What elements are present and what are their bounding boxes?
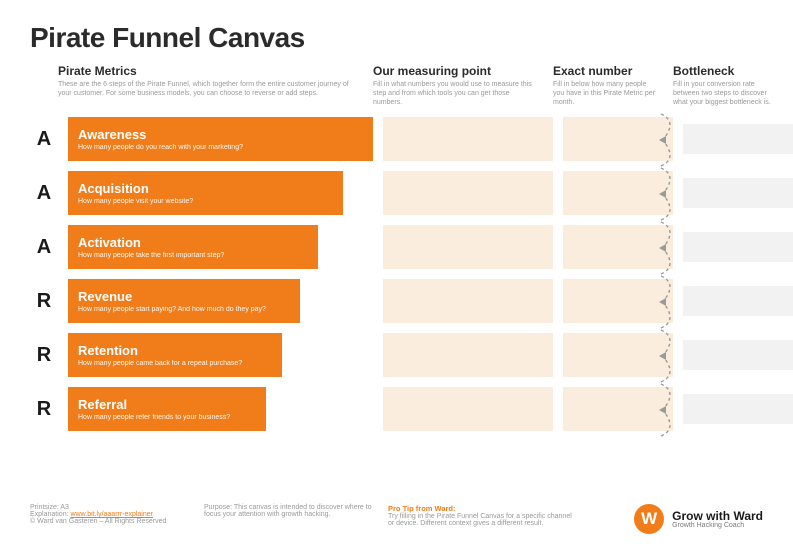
col-desc: Fill in below how many people you have i… [553, 81, 663, 107]
footer-meta: Printsize: A3 Explanation: www.bit.ly/aa… [30, 504, 190, 525]
bottleneck-cell[interactable] [683, 286, 793, 316]
step-letter: R [30, 290, 58, 313]
brand-text: Grow with Ward Growth Hacking Coach [672, 510, 763, 529]
purpose-label: Purpose: [204, 504, 232, 511]
funnel-row-awareness: A Awareness How many people do you reach… [30, 117, 763, 161]
col-exact-number: Exact number Fill in below how many peop… [553, 64, 663, 107]
funnel-rows: A Awareness How many people do you reach… [30, 117, 763, 431]
metric-question: How many people do you reach with your m… [78, 144, 363, 151]
col-desc: Fill in your conversion rate between two… [673, 81, 783, 107]
metric-question: How many people visit your website? [78, 198, 333, 205]
metric-bar-wrap: Acquisition How many people visit your w… [68, 171, 373, 215]
printsize-value: A3 [60, 504, 69, 511]
exact-number-cell[interactable] [563, 333, 673, 377]
metric-bar: Referral How many people refer friends t… [68, 387, 266, 431]
measuring-point-cell[interactable] [383, 333, 553, 377]
metric-question: How many people came back for a repeat p… [78, 360, 272, 367]
printsize-label: Printsize: [30, 504, 59, 511]
col-title: Pirate Metrics [58, 64, 363, 78]
measuring-point-cell[interactable] [383, 171, 553, 215]
footer-protip: Pro Tip from Ward: Try filling in the Pi… [388, 504, 579, 527]
brand-logo-icon: W [634, 504, 664, 534]
metric-bar-wrap: Activation How many people take the firs… [68, 225, 373, 269]
explanation-label: Explanation: [30, 511, 69, 518]
footer-purpose: Purpose: This canvas is intended to disc… [204, 504, 374, 518]
exact-number-cell[interactable] [563, 171, 673, 215]
col-desc: Fill in what numbers you would use to me… [373, 81, 543, 107]
exact-number-cell[interactable] [563, 387, 673, 431]
bottleneck-cell[interactable] [683, 394, 793, 424]
funnel-row-acquisition: A Acquisition How many people visit your… [30, 171, 763, 215]
footer: Printsize: A3 Explanation: www.bit.ly/aa… [30, 504, 763, 534]
col-pirate-metrics: Pirate Metrics These are the 6 steps of … [58, 64, 363, 107]
metric-bar-wrap: Revenue How many people start paying? An… [68, 279, 373, 323]
col-desc: These are the 6 steps of the Pirate Funn… [58, 81, 363, 99]
protip-title: Pro Tip from Ward: [388, 504, 579, 513]
metric-name: Retention [78, 344, 272, 358]
brand-tagline: Growth Hacking Coach [672, 522, 763, 529]
funnel-row-activation: A Activation How many people take the fi… [30, 225, 763, 269]
metric-bar: Awareness How many people do you reach w… [68, 117, 373, 161]
exact-number-cell[interactable] [563, 225, 673, 269]
explanation-link[interactable]: www.bit.ly/aaarrr-explainer [70, 511, 152, 518]
metric-name: Revenue [78, 290, 290, 304]
col-bottleneck: Bottleneck Fill in your conversion rate … [673, 64, 783, 107]
metric-question: How many people take the first important… [78, 252, 308, 259]
metric-bar-wrap: Referral How many people refer friends t… [68, 387, 373, 431]
measuring-point-cell[interactable] [383, 117, 553, 161]
exact-number-cell[interactable] [563, 279, 673, 323]
col-title: Bottleneck [673, 64, 783, 78]
metric-name: Awareness [78, 128, 363, 142]
brand-name: Grow with Ward [672, 510, 763, 522]
metric-bar-wrap: Retention How many people came back for … [68, 333, 373, 377]
funnel-row-retention: R Retention How many people came back fo… [30, 333, 763, 377]
metric-name: Acquisition [78, 182, 333, 196]
metric-question: How many people refer friends to your bu… [78, 414, 256, 421]
metric-name: Referral [78, 398, 256, 412]
brand: W Grow with Ward Growth Hacking Coach [593, 504, 763, 534]
metric-bar-wrap: Awareness How many people do you reach w… [68, 117, 373, 161]
funnel-row-revenue: R Revenue How many people start paying? … [30, 279, 763, 323]
bottleneck-cell[interactable] [683, 178, 793, 208]
bottleneck-cell[interactable] [683, 340, 793, 370]
copyright: © Ward van Gasteren – All Rights Reserve… [30, 518, 190, 525]
column-headers: Pirate Metrics These are the 6 steps of … [58, 64, 763, 107]
step-letter: A [30, 182, 58, 205]
metric-question: How many people start paying? And how mu… [78, 306, 290, 313]
bottleneck-cell[interactable] [683, 124, 793, 154]
col-title: Exact number [553, 64, 663, 78]
metric-bar: Activation How many people take the firs… [68, 225, 318, 269]
measuring-point-cell[interactable] [383, 387, 553, 431]
col-measuring-point: Our measuring point Fill in what numbers… [373, 64, 543, 107]
measuring-point-cell[interactable] [383, 225, 553, 269]
bottleneck-cell[interactable] [683, 232, 793, 262]
metric-bar: Acquisition How many people visit your w… [68, 171, 343, 215]
funnel-row-referral: R Referral How many people refer friends… [30, 387, 763, 431]
step-letter: A [30, 236, 58, 259]
measuring-point-cell[interactable] [383, 279, 553, 323]
step-letter: A [30, 128, 58, 151]
col-title: Our measuring point [373, 64, 543, 78]
protip-text: Try filling in the Pirate Funnel Canvas … [388, 513, 579, 527]
metric-name: Activation [78, 236, 308, 250]
step-letter: R [30, 398, 58, 421]
step-letter: R [30, 344, 58, 367]
metric-bar: Revenue How many people start paying? An… [68, 279, 300, 323]
metric-bar: Retention How many people came back for … [68, 333, 282, 377]
page-title: Pirate Funnel Canvas [30, 22, 763, 54]
exact-number-cell[interactable] [563, 117, 673, 161]
